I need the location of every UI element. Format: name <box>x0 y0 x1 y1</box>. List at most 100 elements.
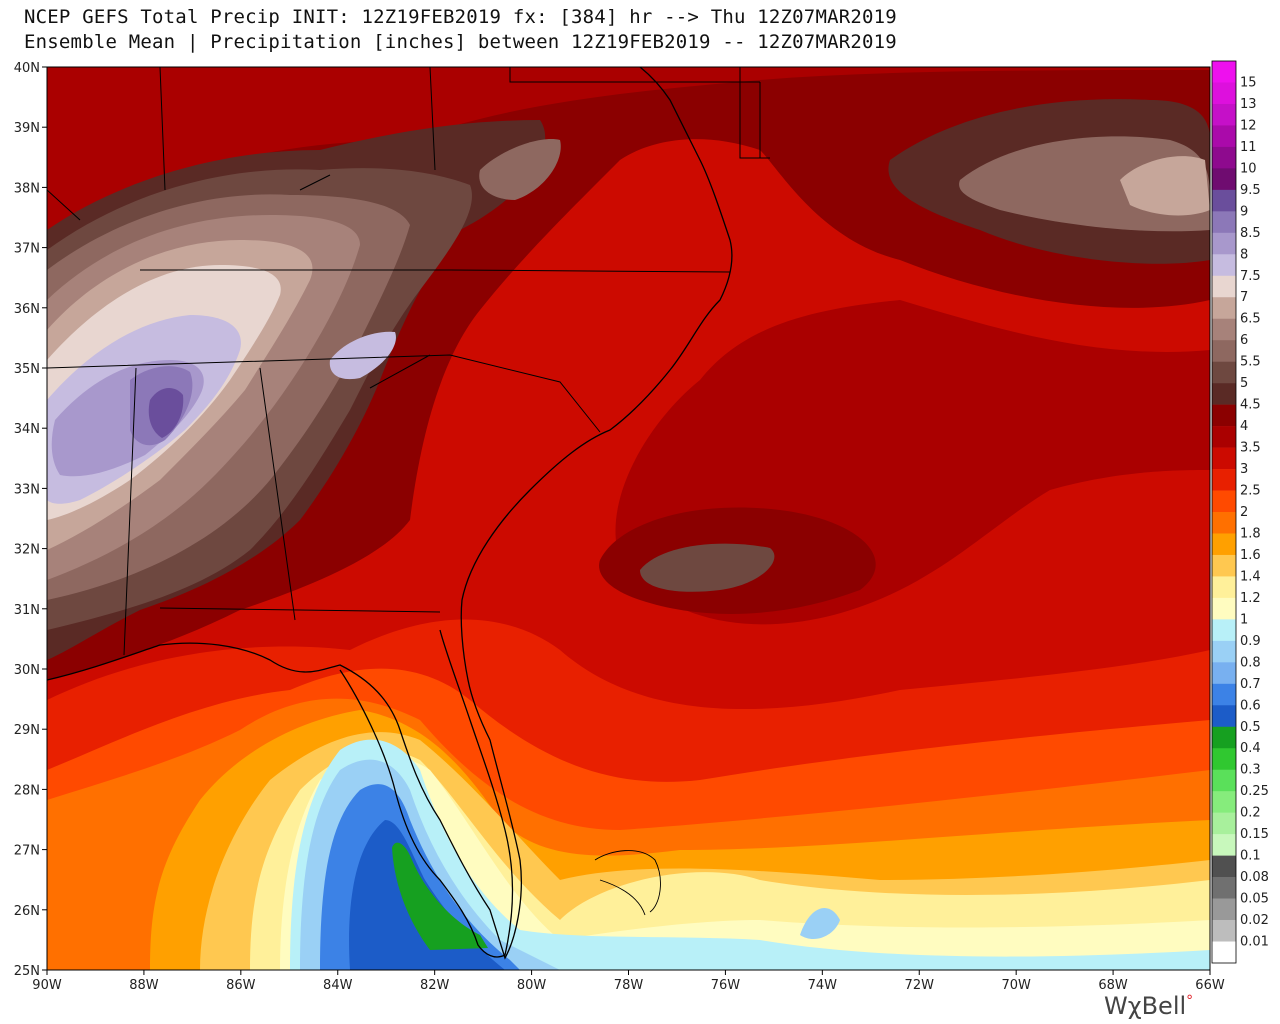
legend-swatch <box>1212 898 1236 921</box>
legend-label: 0.9 <box>1240 634 1261 649</box>
lon-tick-label: 74W <box>808 978 838 993</box>
legend-label: 13 <box>1240 97 1257 112</box>
legend-swatch <box>1212 469 1236 491</box>
legend-label: 0.4 <box>1240 741 1261 756</box>
legend-label: 15 <box>1240 75 1257 90</box>
legend-label: 8 <box>1240 247 1248 262</box>
legend-label: 2.5 <box>1240 484 1261 499</box>
legend-swatch <box>1212 705 1236 728</box>
lat-tick-label: 34N <box>14 422 40 437</box>
longitude-axis: 90W 88W 86W 84W 82W 80W 78W 76W 74W 72W 70W 68W 66W <box>32 970 1225 993</box>
legend-label: 0.5 <box>1240 720 1261 735</box>
legend-swatch <box>1212 211 1236 234</box>
lon-tick-label: 82W <box>420 978 450 993</box>
lat-tick-label: 32N <box>14 543 40 558</box>
legend-swatch <box>1212 512 1236 534</box>
state-borders <box>47 67 770 656</box>
legend-label: 1.8 <box>1240 526 1261 541</box>
lat-tick-label: 31N <box>14 603 40 618</box>
legend-swatch <box>1212 490 1236 513</box>
legend-label: 11 <box>1240 140 1257 155</box>
florida-peninsula <box>339 629 514 958</box>
lon-tick-label: 76W <box>711 978 741 993</box>
legend-swatch <box>1212 812 1236 835</box>
legend-swatch <box>1212 318 1236 341</box>
legend-label: 0.01 <box>1240 935 1269 950</box>
lat-tick-label: 27N <box>14 844 40 859</box>
lat-tick-label: 36N <box>14 302 40 317</box>
precip-zone-3.5in <box>47 67 1210 625</box>
precip-zone-9in <box>148 388 184 438</box>
legend-label: 3.5 <box>1240 441 1261 456</box>
legend-swatch <box>1212 275 1236 298</box>
legend-swatch <box>1212 426 1236 448</box>
legend-label: 10 <box>1240 161 1257 176</box>
legend-label: 0.02 <box>1240 913 1269 928</box>
lat-tick-label: 39N <box>14 121 40 136</box>
legend-label: 8.5 <box>1240 226 1261 241</box>
lat-tick-label: 26N <box>14 904 40 919</box>
lon-tick-label: 80W <box>517 978 547 993</box>
precip-zone-1in <box>280 756 1210 970</box>
legend-label: 0.25 <box>1240 784 1269 799</box>
precip-zone-6.5in-atlantic <box>1120 156 1210 216</box>
lon-tick-label: 66W <box>1195 978 1225 993</box>
legend-label: 5.5 <box>1240 355 1261 370</box>
legend-label: 4 <box>1240 419 1248 434</box>
legend-swatch <box>1212 597 1236 620</box>
legend-swatch <box>1212 232 1236 255</box>
us-coastline <box>47 67 733 960</box>
legend-label: 7.5 <box>1240 269 1261 284</box>
legend-swatch <box>1212 189 1236 212</box>
lon-tick-label: 88W <box>129 978 159 993</box>
legend-label: 1 <box>1240 612 1248 627</box>
legend-label: 0.15 <box>1240 827 1269 842</box>
precip-zone-7.5in-carolina <box>329 331 396 380</box>
legend-label: 6.5 <box>1240 312 1261 327</box>
precip-zone-0.8in-atlantic <box>800 908 840 940</box>
lon-tick-label: 68W <box>1098 978 1128 993</box>
legend-label: 0.08 <box>1240 870 1269 885</box>
legend-swatch <box>1212 662 1236 685</box>
legend-label: 3 <box>1240 462 1248 477</box>
lat-tick-label: 40N <box>14 61 40 76</box>
chart-title-line-1: NCEP GEFS Total Precip INIT: 12Z19FEB201… <box>24 6 897 28</box>
legend-label: 0.3 <box>1240 763 1261 778</box>
legend-swatch <box>1212 834 1236 856</box>
lon-tick-label: 86W <box>226 978 256 993</box>
legend-label: 6 <box>1240 333 1248 348</box>
legend-swatch <box>1212 125 1236 148</box>
legend-label: 0.7 <box>1240 677 1261 692</box>
legend-label: 0.05 <box>1240 892 1269 907</box>
precip-legend: 15131211109.598.587.576.565.554.543.532.… <box>1211 60 1269 964</box>
legend-swatch <box>1212 855 1236 878</box>
legend-label: 9 <box>1240 204 1248 219</box>
legend-label: 0.1 <box>1240 849 1261 864</box>
legend-swatch <box>1212 404 1236 427</box>
legend-swatch <box>1212 769 1236 792</box>
legend-swatch <box>1212 726 1236 749</box>
wxbell-logo: WχBell° <box>1104 992 1194 1020</box>
lon-tick-label: 84W <box>323 978 353 993</box>
legend-swatch <box>1212 168 1236 191</box>
legend-label: 0.8 <box>1240 655 1261 670</box>
legend-swatch <box>1212 361 1236 384</box>
legend-swatch <box>1212 383 1236 405</box>
lat-tick-label: 30N <box>14 663 40 678</box>
legend-label: 9.5 <box>1240 183 1261 198</box>
lat-tick-label: 37N <box>14 242 40 257</box>
lat-tick-label: 35N <box>14 362 40 377</box>
chart-title-line-2: Ensemble Mean | Precipitation [inches] b… <box>24 31 897 53</box>
lon-tick-label: 78W <box>614 978 644 993</box>
lat-tick-label: 28N <box>14 783 40 798</box>
legend-swatch <box>1212 683 1236 706</box>
legend-swatch <box>1212 576 1236 599</box>
precip-zone-0.4in <box>392 842 488 950</box>
legend-swatch <box>1212 748 1236 771</box>
legend-label: 0.6 <box>1240 698 1261 713</box>
legend-swatch <box>1212 254 1236 277</box>
legend-label: 1.2 <box>1240 591 1261 606</box>
legend-label: 0.2 <box>1240 806 1261 821</box>
lon-tick-label: 90W <box>32 978 62 993</box>
